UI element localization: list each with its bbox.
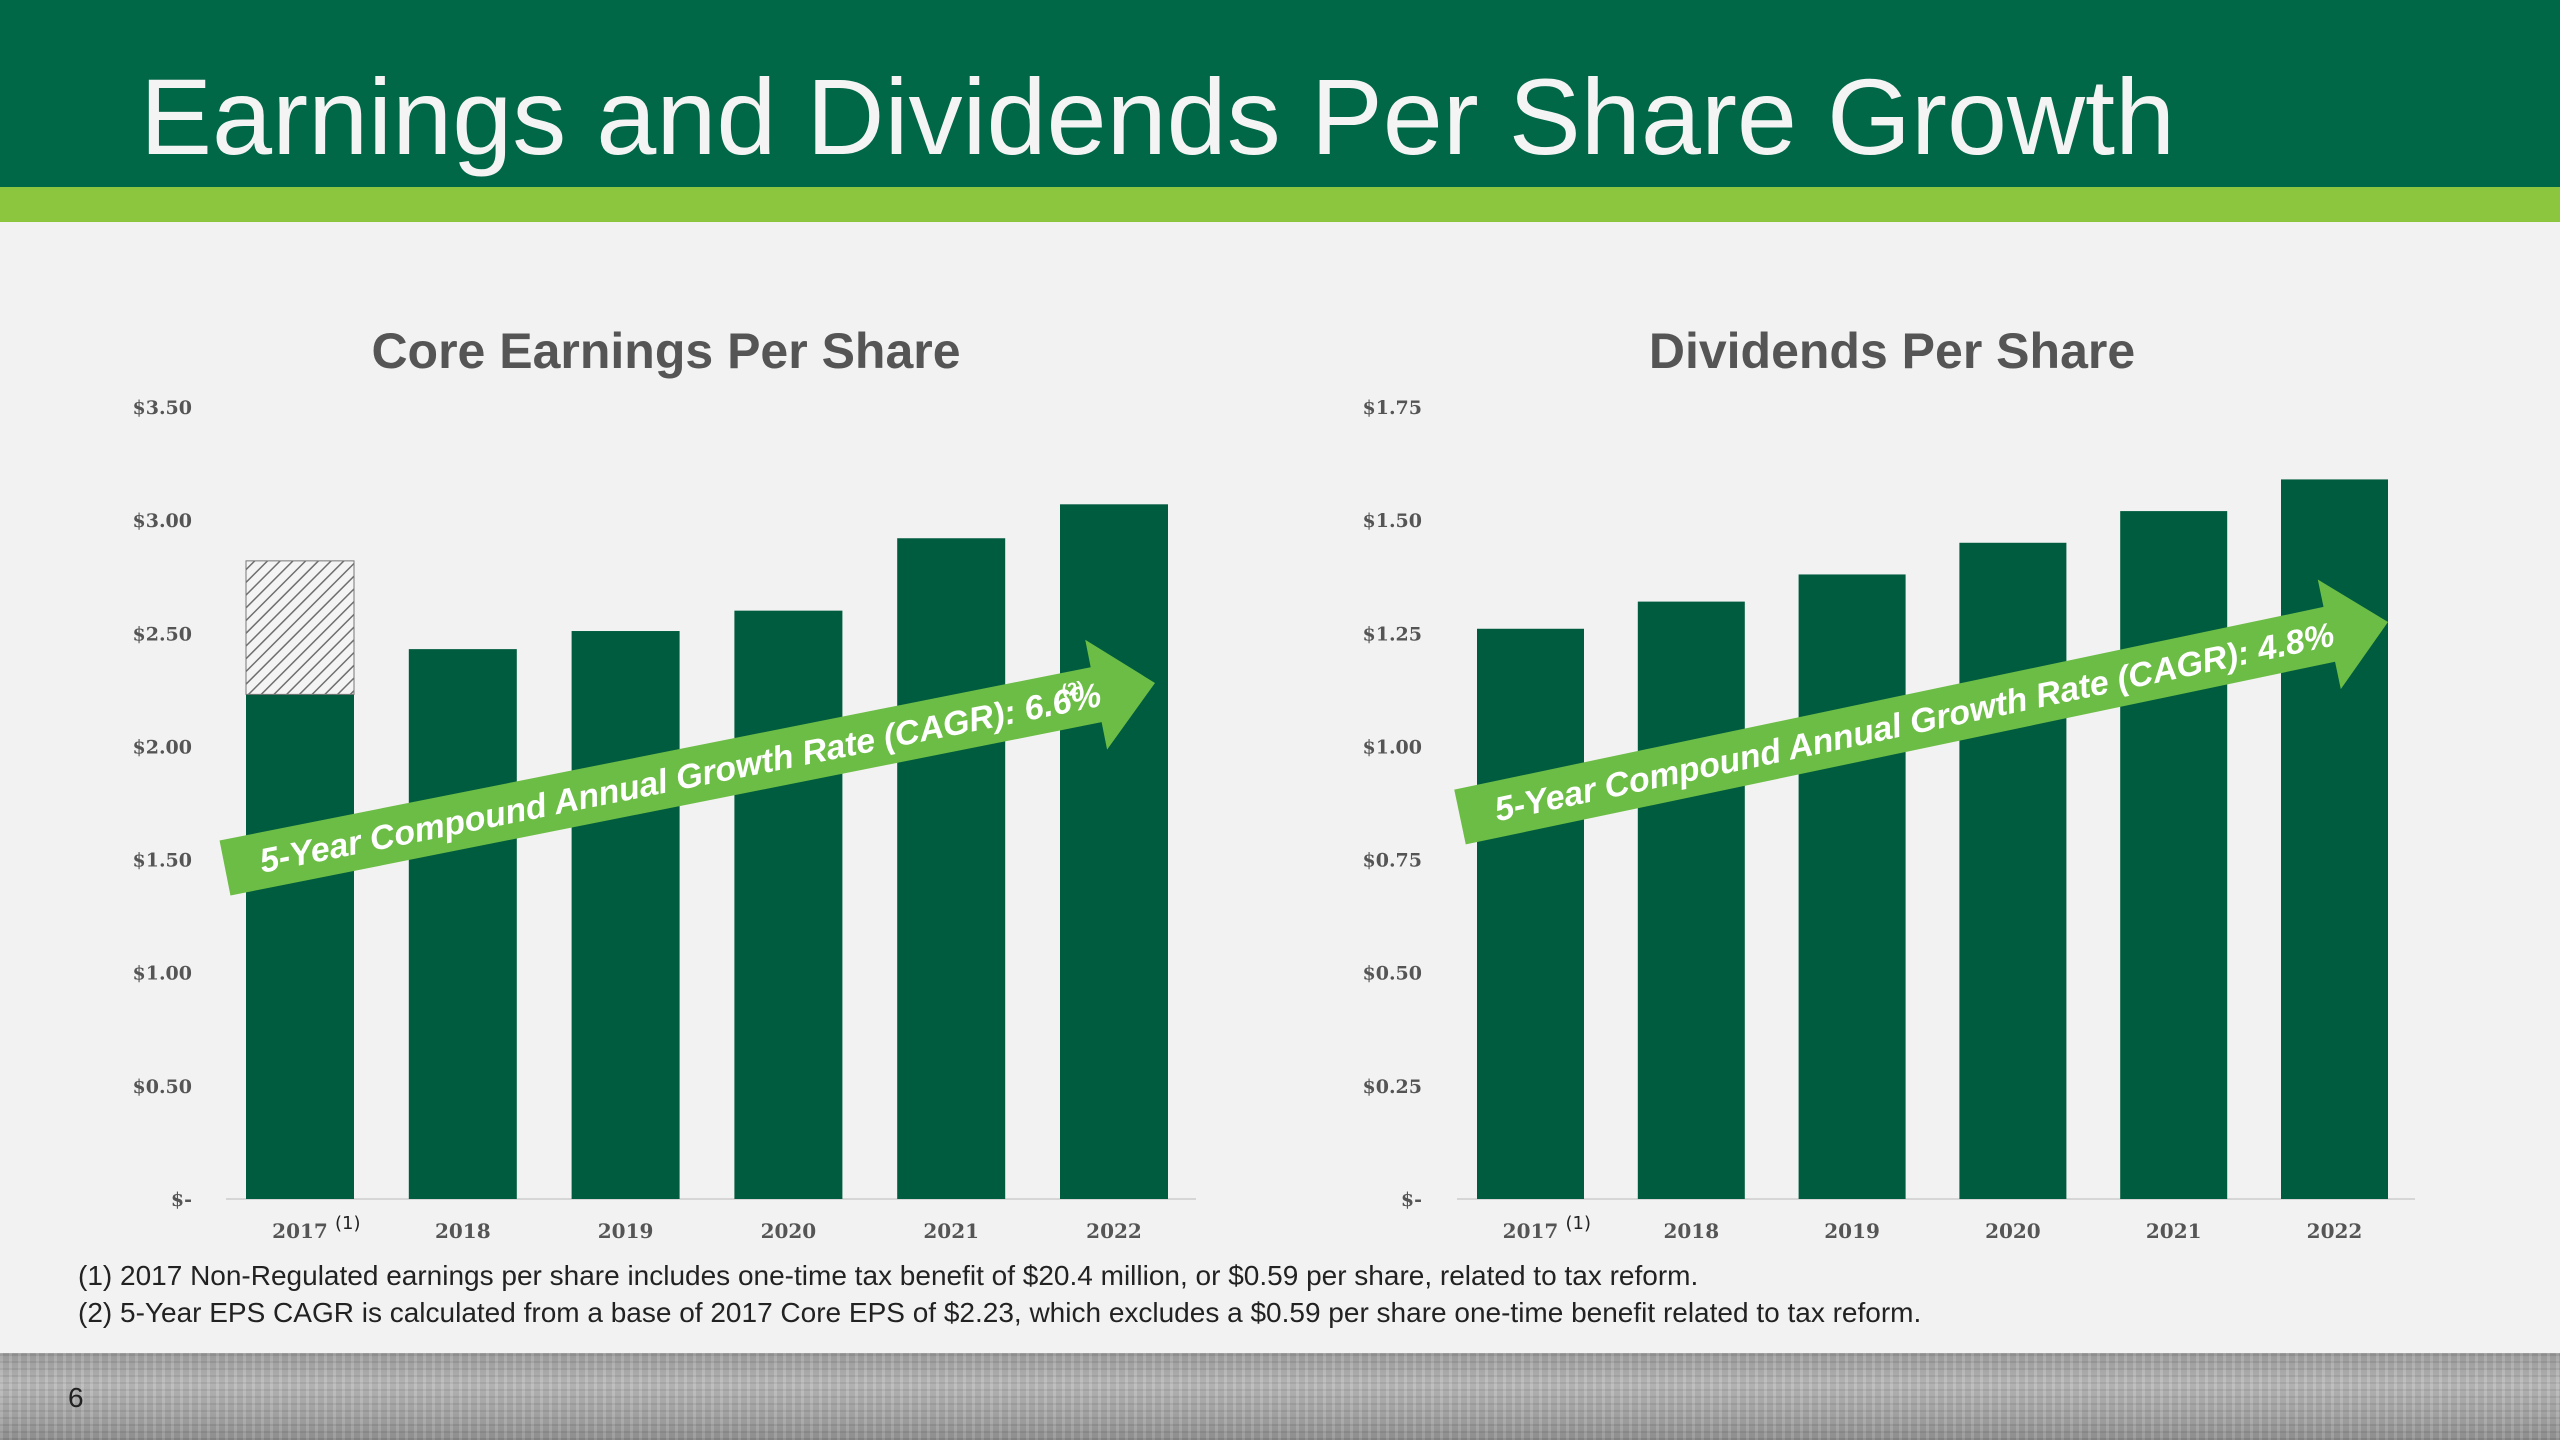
header-accent-stripe — [0, 187, 2560, 222]
x-tick-label: 2017 — [272, 1219, 328, 1243]
y-tick-label: $0.50 — [133, 1076, 193, 1098]
bar — [2281, 479, 2388, 1199]
y-tick-label: $- — [1401, 1189, 1422, 1211]
x-tick-label: 2020 — [761, 1219, 817, 1243]
x-tick-label: 2018 — [1663, 1219, 1719, 1243]
y-tick-label: $1.75 — [1363, 397, 1423, 419]
y-tick-label: $1.00 — [1363, 736, 1423, 758]
header-banner — [0, 0, 2560, 187]
page-number: 6 — [68, 1382, 84, 1413]
x-tick-label: 2021 — [923, 1219, 979, 1243]
y-tick-label: $- — [171, 1189, 192, 1211]
bar — [246, 694, 354, 1199]
bar-hatched-segment — [245, 560, 355, 695]
y-tick-label: $1.25 — [1363, 623, 1423, 645]
bar — [1637, 601, 1745, 1199]
x-tick-label: 2022 — [1086, 1219, 1142, 1243]
bar — [571, 631, 680, 1199]
y-tick-label: $2.50 — [133, 623, 193, 645]
x-tick-label: 2020 — [1985, 1219, 2041, 1243]
chart-title: Core Earnings Per Share — [371, 323, 960, 379]
footer-concrete-band — [0, 1353, 2560, 1440]
x-tick-note: (1) — [335, 1213, 361, 1234]
y-tick-label: $0.25 — [1363, 1076, 1423, 1098]
x-tick-label: 2019 — [1824, 1219, 1880, 1243]
growth-arrow-shape — [1454, 579, 2388, 845]
y-tick-label: $0.75 — [1363, 850, 1423, 872]
y-tick-label: $3.50 — [133, 397, 193, 419]
chart-title: Dividends Per Share — [1649, 323, 2135, 379]
footnote-1: (1) 2017 Non-Regulated earnings per shar… — [78, 1260, 1699, 1291]
y-tick-label: $2.00 — [133, 736, 193, 758]
x-tick-label: 2018 — [435, 1219, 491, 1243]
bar — [897, 538, 1006, 1199]
bar — [408, 649, 517, 1199]
growth-arrow: 5-Year Compound Annual Growth Rate (CAGR… — [219, 639, 1156, 896]
chart-1: Core Earnings Per Share $- $0.50 $1.00 $1.50… — [133, 323, 1196, 1243]
bar — [1959, 542, 2067, 1199]
x-tick-label: 2021 — [2146, 1219, 2202, 1243]
bar — [1477, 628, 1584, 1199]
x-tick-label: 2019 — [598, 1219, 654, 1243]
footer-texture — [0, 1353, 2560, 1440]
chart-2: Dividends Per Share $- $0.25 $0.50 $0.75 $1.0… — [1363, 323, 2415, 1243]
page-title: Earnings and Dividends Per Share Growth — [140, 56, 2176, 177]
y-tick-label: $1.50 — [133, 850, 193, 872]
x-tick-label: 2022 — [2307, 1219, 2363, 1243]
footnote-2: (2) 5-Year EPS CAGR is calculated from a… — [78, 1297, 1922, 1328]
bar — [734, 610, 843, 1199]
bar — [1060, 504, 1168, 1199]
bar — [1798, 574, 1906, 1199]
growth-arrow: 5-Year Compound Annual Growth Rate (CAGR… — [1454, 579, 2388, 845]
x-tick-note: (1) — [1566, 1213, 1592, 1234]
growth-arrow-shape — [219, 639, 1156, 896]
bar — [2120, 511, 2228, 1199]
growth-arrow-superscript: (2) — [1060, 677, 1085, 701]
x-tick-label: 2017 — [1503, 1219, 1559, 1243]
y-tick-label: $1.50 — [1363, 510, 1423, 532]
y-tick-label: $1.00 — [133, 963, 193, 985]
y-tick-label: $3.00 — [133, 510, 193, 532]
y-tick-label: $0.50 — [1363, 963, 1423, 985]
